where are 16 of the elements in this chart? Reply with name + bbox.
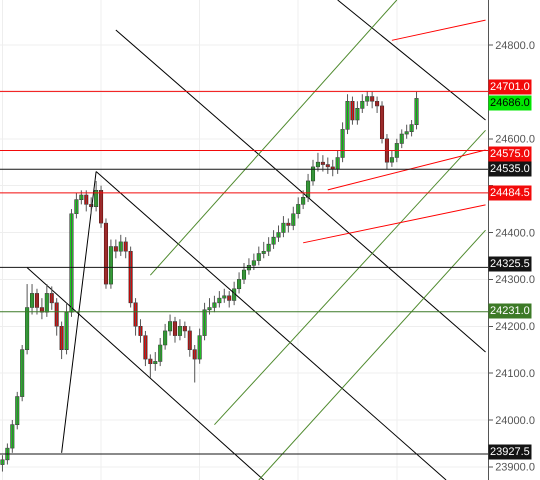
y-tick-label: 24000.0 [495, 414, 535, 427]
y-tick-label: 24100.0 [495, 368, 535, 380]
y-tick-label: 24400.0 [495, 227, 535, 240]
y-tick-label: 23900.0 [495, 462, 535, 474]
ref-line-label: 24701.0 [490, 81, 530, 93]
ref-line-label: 24575.0 [490, 148, 530, 160]
ref-line-label: 24231.0 [490, 305, 530, 317]
ref-line-label: 23927.5 [490, 446, 530, 458]
y-tick-label: 24600.0 [495, 134, 535, 146]
ref-line-label: 24535.0 [490, 163, 530, 175]
ref-line-label: 24484.5 [490, 187, 530, 199]
text: 24686.0 [490, 97, 530, 109]
y-tick-label: 24200.0 [495, 321, 535, 334]
ref-line-label: 24325.5 [490, 258, 530, 270]
y-tick-label: 24800.0 [495, 40, 535, 52]
y-tick-label: 24300.0 [495, 274, 535, 286]
